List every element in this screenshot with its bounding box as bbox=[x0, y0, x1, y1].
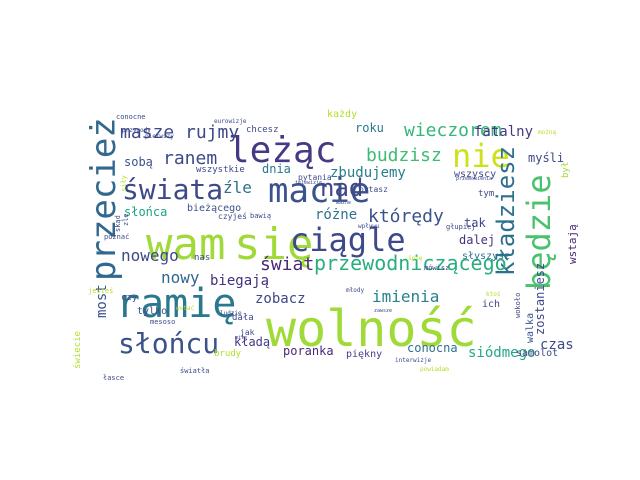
word-90: przemówienia bbox=[456, 175, 492, 182]
word-29: źle bbox=[223, 178, 252, 197]
word-37: piękny bbox=[346, 349, 382, 360]
word-88: skąd bbox=[114, 215, 122, 232]
word-95: mile bbox=[235, 335, 247, 341]
word-84: conocne bbox=[116, 113, 146, 121]
word-65: czyjeś bbox=[218, 211, 247, 221]
word-24: nowego bbox=[121, 246, 179, 265]
word-96: ważne bbox=[336, 200, 351, 206]
word-21: zbudujemy bbox=[330, 165, 406, 181]
word-62: tym bbox=[478, 189, 494, 199]
word-26: fatalny bbox=[474, 124, 533, 140]
word-94: ktoś bbox=[486, 291, 501, 298]
word-47: wstają bbox=[566, 224, 579, 264]
word-23: imienia bbox=[372, 287, 439, 306]
word-86: możną bbox=[538, 129, 556, 136]
word-48: ich bbox=[482, 299, 500, 310]
word-66: bawią bbox=[250, 212, 271, 220]
word-63: pytasz bbox=[359, 185, 388, 194]
word-20: budzisz bbox=[366, 145, 442, 166]
word-32: biegają bbox=[210, 273, 269, 289]
word-87: pierwszy bbox=[145, 133, 174, 140]
word-56: czy bbox=[121, 293, 138, 303]
word-34: poranka bbox=[283, 344, 334, 358]
word-59: brudy bbox=[214, 349, 242, 359]
word-42: myśli bbox=[528, 151, 564, 165]
word-25: nowy bbox=[161, 268, 200, 287]
word-79: wstać bbox=[176, 305, 194, 312]
word-83: wokoło bbox=[514, 293, 522, 318]
word-49: samolot bbox=[516, 348, 558, 359]
word-45: zostaniesz bbox=[533, 263, 547, 335]
word-51: słońca bbox=[124, 205, 167, 219]
word-76: młody bbox=[346, 287, 364, 294]
word-70: świecie bbox=[72, 331, 83, 369]
word-80: mesoso bbox=[150, 318, 175, 326]
word-89: telewizje bbox=[295, 180, 322, 186]
word-97: śpię bbox=[408, 255, 423, 262]
word-92: siły bbox=[120, 175, 128, 192]
word-57: tylko bbox=[137, 306, 167, 317]
word-13: słońcu bbox=[118, 327, 219, 360]
word-54: chcesz bbox=[246, 125, 279, 135]
word-40: dnia bbox=[262, 162, 291, 176]
word-52: roku bbox=[355, 121, 384, 135]
word-33: dalej bbox=[459, 233, 495, 247]
word-8: przecież bbox=[84, 117, 124, 281]
word-46: słyszysz bbox=[462, 251, 510, 262]
word-81: powiadam bbox=[420, 366, 449, 373]
word-69: ludzie bbox=[220, 310, 242, 317]
word-39: sobą bbox=[124, 155, 153, 169]
word-71: jesteś bbox=[88, 287, 113, 295]
word-75: wpływu bbox=[358, 223, 380, 230]
word-19: świat bbox=[260, 254, 314, 275]
word-93: zle bbox=[122, 213, 130, 226]
word-82: interwizje bbox=[395, 357, 432, 364]
word-36: conocna bbox=[407, 341, 458, 355]
word-31: zobacz bbox=[255, 291, 306, 307]
word-68: mówisz bbox=[424, 264, 449, 272]
word-55: wszystkie bbox=[196, 165, 245, 175]
word-53: każdy bbox=[327, 109, 357, 120]
word-77: łasce bbox=[103, 374, 124, 382]
word-58: nas bbox=[194, 253, 210, 263]
word-72: poznać bbox=[104, 233, 129, 241]
word-74: był bbox=[561, 162, 571, 178]
word-27: różne bbox=[315, 207, 357, 223]
word-67: głupiej bbox=[446, 223, 476, 231]
word-9: świata bbox=[122, 173, 223, 206]
word-78: światła bbox=[180, 367, 210, 375]
word-85: eurowizje bbox=[214, 118, 247, 125]
word-91: zawsze bbox=[374, 308, 392, 314]
